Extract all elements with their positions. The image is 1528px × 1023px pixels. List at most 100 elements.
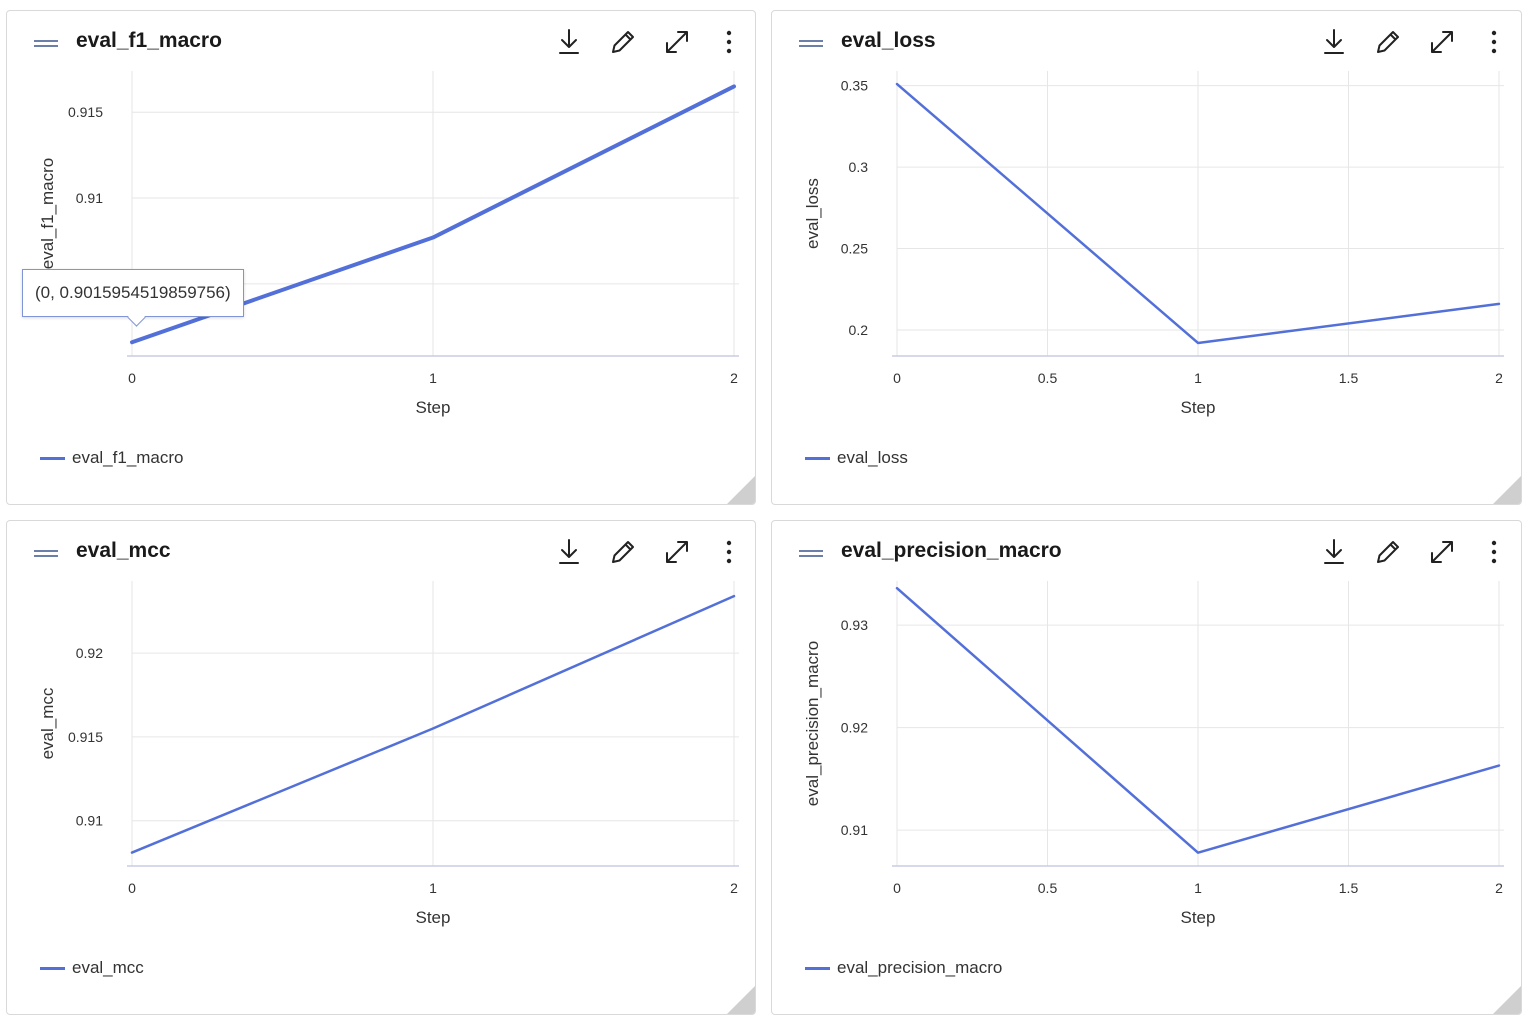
legend-swatch [805, 967, 830, 970]
legend-swatch [40, 457, 65, 460]
line-chart[interactable]: 0 1 2 0.91 0.915 0.92 Step eval_mcc [7, 521, 756, 1015]
more-options-button[interactable] [1479, 537, 1509, 567]
y-tick-label: 0.92 [76, 645, 103, 661]
x-tick-label: 1.5 [1339, 880, 1359, 896]
legend-swatch [40, 967, 65, 970]
download-button[interactable] [1319, 27, 1349, 57]
more-options-button[interactable] [1479, 27, 1509, 57]
y-axis-title: eval_loss [803, 178, 822, 249]
chart-panel-eval-precision-macro: eval_precision_macro 0 0.5 1 1.5 2 0.91 0.92 0.… [771, 520, 1522, 1015]
series-line [895, 82, 1501, 345]
x-tick-label: 1.5 [1339, 370, 1359, 386]
series-line [895, 586, 1501, 854]
x-axis-title: Step [416, 398, 451, 417]
drag-handle-icon[interactable] [34, 40, 58, 48]
x-tick-label: 2 [730, 370, 738, 386]
panel-title: eval_precision_macro [841, 539, 1062, 562]
x-tick-label: 1 [429, 370, 437, 386]
line-chart[interactable]: 0 0.5 1 1.5 20.910.920.93Stepeval_precision_… [772, 521, 1522, 1015]
y-tick-label: 0.91 [76, 190, 103, 206]
drag-handle-icon[interactable] [34, 550, 58, 558]
legend-label: eval_mcc [72, 958, 144, 977]
chart-panel-eval-f1-macro: eval_f1_macro 0120.9050.910.915Stepeval_… [6, 10, 756, 505]
expand-icon [1431, 541, 1453, 563]
tooltip-text: (0, 0.9015954519859756) [35, 283, 231, 302]
download-button[interactable] [1319, 537, 1349, 567]
more-vertical-icon [1491, 540, 1497, 564]
drag-handle-icon[interactable] [799, 550, 823, 558]
resize-handle-icon[interactable] [727, 986, 755, 1014]
panel-toolbar [1318, 537, 1508, 567]
panel-title: eval_loss [841, 29, 936, 52]
edit-icon [612, 541, 634, 563]
x-axis-title: Step [1181, 908, 1216, 927]
resize-handle-icon[interactable] [1493, 476, 1521, 504]
expand-button[interactable] [1427, 537, 1457, 567]
chart-panel-eval-loss: eval_loss 0 0.5 1 1.5 2 0.2 0.25 0.3 0.35 Step eva… [771, 10, 1522, 505]
y-tick-label: 0.35 [841, 78, 868, 94]
y-tick-label: 0.915 [68, 729, 103, 745]
y-tick-label: 0.91 [841, 822, 868, 838]
download-icon [1324, 29, 1344, 54]
drag-handle-icon[interactable] [799, 40, 823, 48]
more-vertical-icon [726, 540, 732, 564]
panel-toolbar [553, 27, 743, 57]
y-tick-label: 0.93 [841, 617, 868, 633]
legend-label: eval_f1_macro [72, 448, 184, 467]
x-tick-label: 0 [128, 880, 136, 896]
resize-handle-icon[interactable] [1493, 986, 1521, 1014]
y-axis-title: eval_f1_macro [38, 158, 57, 270]
x-axis-title: Step [1181, 398, 1216, 417]
download-icon [559, 29, 579, 54]
x-tick-label: 2 [730, 880, 738, 896]
x-axis-title: Step [416, 908, 451, 927]
x-tick-label: 0.5 [1038, 370, 1058, 386]
x-tick-label: 1 [429, 880, 437, 896]
y-tick-label: 0.915 [68, 104, 103, 120]
panel-header: eval_f1_macro [7, 11, 755, 71]
more-options-button[interactable] [714, 537, 744, 567]
edit-icon [1377, 31, 1399, 53]
panel-header: eval_loss [772, 11, 1521, 71]
x-tick-label: 0 [893, 880, 901, 896]
y-tick-label: 0.92 [841, 720, 868, 736]
download-button[interactable] [554, 27, 584, 57]
y-tick-label: 0.25 [841, 241, 868, 257]
line-chart[interactable]: 0 0.5 1 1.5 2 0.2 0.25 0.3 0.35 Step eval_loss [772, 11, 1522, 505]
legend-label: eval_precision_macro [837, 958, 1003, 977]
resize-handle-icon[interactable] [727, 476, 755, 504]
download-button[interactable] [554, 537, 584, 567]
data-point-tooltip: (0, 0.9015954519859756) [22, 269, 244, 327]
y-tick-label: 0.2 [849, 322, 869, 338]
expand-button[interactable] [662, 27, 692, 57]
y-tick-label: 0.3 [849, 159, 869, 175]
download-icon [559, 539, 579, 564]
x-tick-label: 0.5 [1038, 880, 1058, 896]
x-tick-label: 1 [1194, 370, 1202, 386]
edit-button[interactable] [608, 27, 638, 57]
edit-icon [1377, 541, 1399, 563]
more-options-button[interactable] [714, 27, 744, 57]
expand-button[interactable] [1427, 27, 1457, 57]
legend-label: eval_loss [837, 448, 908, 467]
y-axis-title: eval_precision_macro [803, 641, 822, 806]
expand-button[interactable] [662, 537, 692, 567]
legend-swatch [805, 457, 830, 460]
more-vertical-icon [1491, 30, 1497, 54]
panel-header: eval_mcc [7, 521, 755, 581]
y-axis-title: eval_mcc [38, 687, 57, 759]
panel-toolbar [553, 537, 743, 567]
edit-button[interactable] [608, 537, 638, 567]
x-tick-label: 1 [1194, 880, 1202, 896]
edit-button[interactable] [1373, 27, 1403, 57]
more-vertical-icon [726, 30, 732, 54]
chart-panel-eval-mcc: eval_mcc 0 1 2 0.91 0.915 0.92 Step eval_mcc ev… [6, 520, 756, 1015]
edit-button[interactable] [1373, 537, 1403, 567]
panel-header: eval_precision_macro [772, 521, 1521, 581]
x-tick-label: 0 [128, 370, 136, 386]
panel-toolbar [1318, 27, 1508, 57]
panel-title: eval_mcc [76, 539, 171, 562]
edit-icon [612, 31, 634, 53]
series-line [130, 594, 736, 854]
